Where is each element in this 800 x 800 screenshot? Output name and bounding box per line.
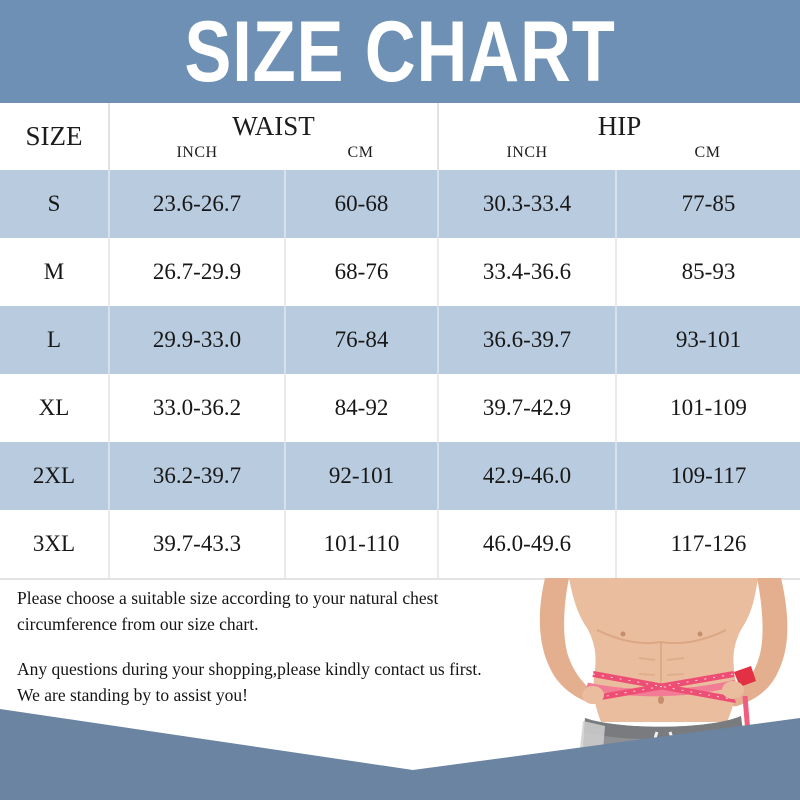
hip-cm-cell: 85-93 (615, 238, 800, 306)
hip-subheaders: INCH CM (439, 141, 800, 170)
column-header-size: SIZE (25, 121, 83, 151)
size-cell: 3XL (32, 531, 76, 556)
column-group-hip-label: HIP (597, 111, 642, 141)
waist-inch-cell: 26.7-29.9 (108, 238, 284, 306)
waist-cm-cell: 92-101 (284, 442, 437, 510)
waist-inch-cell: 36.2-39.7 (108, 442, 284, 510)
man-measuring-waist-photo (539, 578, 788, 775)
hip-inch-cell: 30.3-33.4 (437, 170, 615, 238)
notes-section: Please choose a suitable size according … (17, 585, 482, 708)
hip-cm-cell: 109-117 (615, 442, 800, 510)
size-cell: M (43, 259, 65, 284)
hip-inch-cell: 36.6-39.7 (437, 306, 615, 374)
hip-cm-cell: 117-126 (615, 510, 800, 578)
waist-cm-cell: 60-68 (284, 170, 437, 238)
column-group-waist-label: WAIST (232, 111, 315, 141)
note-line: Any questions during your shopping,pleas… (17, 659, 482, 679)
hip-inch-cell: 33.4-36.6 (437, 238, 615, 306)
waist-inch-cell: 29.9-33.0 (108, 306, 284, 374)
waist-inch-cell: 33.0-36.2 (108, 374, 284, 442)
waist-cm-cell: 76-84 (284, 306, 437, 374)
waist-cm-cell: 84-92 (284, 374, 437, 442)
table-row-l: L 29.9-33.0 76-84 36.6-39.7 93-101 (0, 306, 800, 374)
table-row-3xl: 3XL 39.7-43.3 101-110 46.0-49.6 117-126 (0, 510, 800, 578)
waist-subheaders: INCH CM (110, 141, 437, 170)
hip-inch-cell: 39.7-42.9 (437, 374, 615, 442)
column-header-waist-inch: INCH (176, 144, 218, 161)
table-header-row: SIZE WAIST INCH CM HIP INCH CM (0, 103, 800, 170)
column-header-waist-cm: CM (347, 144, 374, 161)
column-header-hip-inch: INCH (506, 144, 548, 161)
table-row-2xl: 2XL 36.2-39.7 92-101 42.9-46.0 109-117 (0, 442, 800, 510)
size-cell: L (46, 327, 62, 352)
waist-inch-cell: 23.6-26.7 (108, 170, 284, 238)
column-group-hip: HIP INCH CM (437, 103, 800, 170)
table-row-m: M 26.7-29.9 68-76 33.4-36.6 85-93 (0, 238, 800, 306)
waist-cm-cell: 101-110 (284, 510, 437, 578)
table-row-xl: XL 33.0-36.2 84-92 39.7-42.9 101-109 (0, 374, 800, 442)
column-group-waist: WAIST INCH CM (108, 103, 437, 170)
hip-inch-cell: 46.0-49.6 (437, 510, 615, 578)
size-chart-table: SIZE WAIST INCH CM HIP INCH CM S 23.6-26… (0, 103, 800, 580)
table-row-s: S 23.6-26.7 60-68 30.3-33.4 77-85 (0, 170, 800, 238)
size-cell: XL (38, 395, 70, 420)
note-line: We are standing by to assist you! (17, 685, 248, 705)
column-header-hip-cm: CM (694, 144, 721, 161)
size-cell: 2XL (32, 463, 76, 488)
title-bar: SIZE CHART (0, 0, 800, 103)
waist-cm-cell: 68-76 (284, 238, 437, 306)
hip-cm-cell: 77-85 (615, 170, 800, 238)
note-sizing-advice: Please choose a suitable size according … (17, 585, 482, 637)
note-line: circumference from our size chart. (17, 614, 259, 634)
note-contact-us: Any questions during your shopping,pleas… (17, 656, 482, 708)
note-line: Please choose a suitable size according … (17, 588, 439, 608)
size-cell: S (47, 191, 61, 216)
waist-inch-cell: 39.7-43.3 (108, 510, 284, 578)
hip-inch-cell: 42.9-46.0 (437, 442, 615, 510)
page-title: SIZE CHART (184, 3, 616, 100)
hip-cm-cell: 101-109 (615, 374, 800, 442)
hip-cm-cell: 93-101 (615, 306, 800, 374)
